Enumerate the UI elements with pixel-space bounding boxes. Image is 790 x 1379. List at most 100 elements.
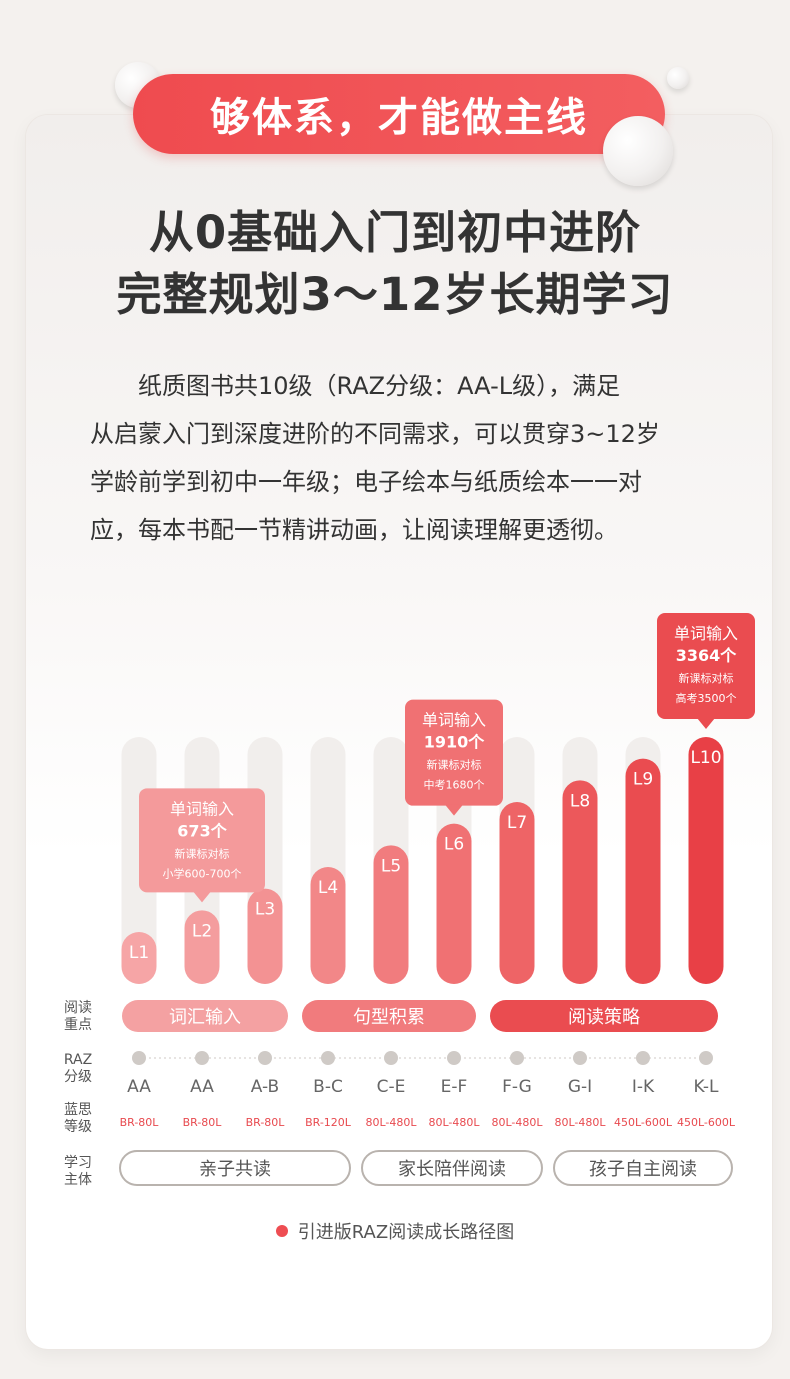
lexile-level: BR-80L — [246, 1116, 286, 1129]
description-line: 纸质图书共10级（RAZ分级：AA-L级），满足 — [90, 372, 621, 400]
callout-ref: 中考1680个 — [424, 779, 485, 792]
raz-level: C-E — [377, 1077, 406, 1097]
callout-pointer — [193, 891, 211, 903]
raz-level: F-G — [502, 1077, 532, 1097]
callout-pointer — [445, 804, 463, 816]
raz-dot — [132, 1051, 146, 1065]
raz-row-label-line: RAZ — [63, 1052, 93, 1068]
lexile-level: BR-80L — [120, 1116, 160, 1129]
description-line: 学龄前学到初中一年级；电子绘本与纸质绘本一一对 — [90, 468, 642, 496]
bar-L4 — [310, 867, 346, 984]
callout-box — [657, 613, 755, 719]
raz-row-label-line: 分级 — [64, 1069, 92, 1085]
callout-std: 新课标对标 — [679, 671, 734, 685]
description-line: 从启蒙入门到深度进阶的不同需求，可以贯穿3~12岁 — [90, 420, 660, 448]
callout-ref: 高考3500个 — [676, 691, 737, 705]
raz-dot — [636, 1051, 650, 1065]
raz-dot — [447, 1051, 461, 1065]
lexile-row-label-line: 等级 — [64, 1119, 92, 1135]
study-pill-parent-child: 亲子共读 — [119, 1150, 351, 1186]
bar-label: L3 — [255, 900, 275, 920]
raz-level: AA — [127, 1077, 151, 1097]
chart-caption: 引进版RAZ阅读成长路径图 — [0, 1218, 790, 1244]
callout-title: 单词输入 — [674, 624, 738, 643]
description: 纸质图书共10级（RAZ分级：AA-L级），满足 从启蒙入门到深度进阶的不同需求… — [90, 362, 716, 554]
bar-L3 — [247, 888, 283, 984]
raz-level: A-B — [251, 1077, 279, 1097]
focus-pill-sentence: 句型积累 — [302, 1000, 476, 1032]
decor-ball-small — [667, 67, 689, 89]
raz-dot — [384, 1051, 398, 1065]
lexile-level: BR-120L — [305, 1116, 352, 1129]
raz-level: G-I — [568, 1077, 592, 1097]
bar-label: L6 — [444, 835, 464, 855]
bar-L2 — [184, 910, 220, 984]
callout-title: 单词输入 — [422, 711, 486, 730]
raz-level: I-K — [632, 1077, 655, 1097]
lexile-row-label-line: 蓝思 — [64, 1102, 92, 1118]
lexile-level: 450L-600L — [677, 1116, 736, 1129]
bar-label: L8 — [570, 791, 590, 811]
bar-L6 — [436, 823, 472, 984]
focus-row-label-line: 重点 — [64, 1017, 92, 1033]
lexile-level: 80L-480L — [365, 1116, 417, 1129]
callout-ref: 小学600-700个 — [163, 866, 242, 880]
banner-title: 够体系，才能做主线 — [133, 74, 665, 154]
focus-pill-strategy: 阅读策略 — [490, 1000, 718, 1032]
callout-count: 1910个 — [424, 733, 486, 752]
bar-L1 — [121, 932, 157, 984]
raz-row-label: RAZ 分级 — [58, 1052, 98, 1086]
lexile-level: 450L-600L — [614, 1116, 673, 1129]
bar-L9 — [625, 758, 661, 984]
focus-pill-vocab: 词汇输入 — [122, 1000, 288, 1032]
study-row-label: 学习 主体 — [58, 1155, 98, 1189]
bar-label: L1 — [129, 943, 149, 963]
bar-L7 — [499, 802, 535, 984]
bar-label: L4 — [318, 878, 338, 898]
bar-label: L7 — [507, 813, 527, 833]
bar-L8 — [562, 780, 598, 984]
lexile-level: BR-80L — [183, 1116, 223, 1129]
raz-dot — [258, 1051, 272, 1065]
raz-dot — [321, 1051, 335, 1065]
callout-box — [139, 788, 265, 893]
raz-dot — [699, 1051, 713, 1065]
content-card — [26, 115, 772, 1349]
raz-dot — [195, 1051, 209, 1065]
bar-L10 — [688, 737, 724, 984]
bar-label: L9 — [633, 770, 653, 790]
level-bar-chart: L1L2L3L4L5L6L7L8L9L10单词输入673个新课标对标小学600-… — [120, 613, 755, 1129]
description-line: 应，每本书配一节精讲动画，让阅读理解更透彻。 — [90, 516, 618, 544]
study-pill-parent-accompany: 家长陪伴阅读 — [361, 1150, 543, 1186]
bar-label: L2 — [192, 921, 212, 941]
callout-count: 673个 — [177, 821, 227, 840]
raz-level: B-C — [313, 1077, 343, 1097]
callout-std: 新课标对标 — [175, 846, 230, 860]
callout-box — [405, 699, 503, 806]
raz-dot — [573, 1051, 587, 1065]
callout-std: 新课标对标 — [427, 758, 482, 772]
study-pill-independent: 孩子自主阅读 — [553, 1150, 733, 1186]
headline-line1: 从0基础入门到初中进阶 — [148, 206, 642, 259]
focus-row-label-line: 阅读 — [64, 1000, 92, 1016]
callout-title: 单词输入 — [170, 799, 234, 818]
raz-level: K-L — [694, 1077, 719, 1097]
raz-level: E-F — [441, 1077, 468, 1097]
bar-L5 — [373, 845, 409, 984]
bar-label: L5 — [381, 856, 401, 876]
lexile-row-label: 蓝思 等级 — [58, 1102, 98, 1136]
lexile-level: 80L-480L — [491, 1116, 543, 1129]
lexile-level: 80L-480L — [428, 1116, 480, 1129]
raz-dot — [510, 1051, 524, 1065]
callout-pointer — [697, 718, 715, 729]
focus-row-label: 阅读 重点 — [58, 1000, 98, 1034]
caption-dot-icon — [275, 1225, 288, 1237]
bar-label: L10 — [690, 748, 721, 768]
caption-text: 引进版RAZ阅读成长路径图 — [297, 1222, 515, 1243]
study-row-label-line: 学习 — [64, 1155, 92, 1171]
decor-ball-right — [603, 116, 673, 186]
raz-level: AA — [190, 1077, 214, 1097]
lexile-level: 80L-480L — [554, 1116, 606, 1129]
headline-line2: 完整规划3～12岁长期学习 — [116, 268, 674, 321]
study-row-label-line: 主体 — [64, 1172, 92, 1188]
